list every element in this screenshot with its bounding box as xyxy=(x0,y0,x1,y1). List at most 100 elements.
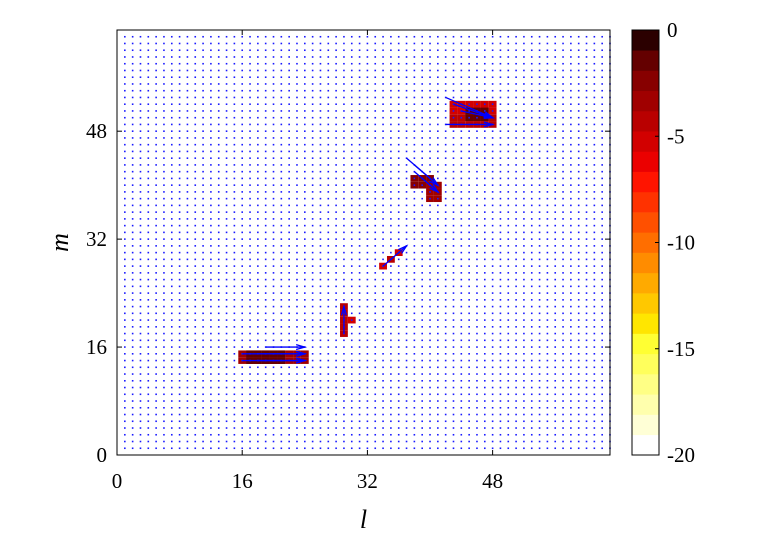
quiver-dot xyxy=(460,251,463,254)
quiver-dot xyxy=(460,35,463,38)
quiver-dot xyxy=(233,379,236,382)
quiver-dot xyxy=(413,332,416,335)
quiver-dot xyxy=(139,373,142,375)
quiver-dot xyxy=(350,103,353,106)
quiver-dot xyxy=(257,56,259,58)
quiver-dot xyxy=(343,89,345,92)
quiver-dot xyxy=(327,224,330,227)
quiver-dot xyxy=(264,379,267,382)
quiver-dot xyxy=(562,204,564,207)
quiver-dot xyxy=(272,285,275,288)
quiver-dot xyxy=(570,238,572,240)
quiver-dot xyxy=(429,319,431,321)
quiver-dot xyxy=(397,420,400,423)
quiver-dot xyxy=(327,103,330,106)
quiver-dot xyxy=(421,366,423,369)
quiver-dot xyxy=(562,265,564,267)
quiver-dot xyxy=(335,76,337,79)
quiver-dot xyxy=(515,413,517,416)
quiver-dot xyxy=(257,137,259,139)
quiver-dot xyxy=(570,224,572,227)
quiver-dot xyxy=(272,76,275,79)
quiver-dot xyxy=(382,49,384,52)
quiver-dot xyxy=(530,164,533,166)
quiver-dot xyxy=(570,177,572,180)
quiver-dot xyxy=(124,346,126,348)
quiver-dot xyxy=(264,184,267,186)
quiver-dot xyxy=(562,299,564,301)
quiver-dot xyxy=(327,400,330,402)
quiver-dot xyxy=(530,211,533,213)
quiver-dot xyxy=(288,143,290,146)
quiver-dot xyxy=(437,400,439,402)
quiver-dot xyxy=(186,400,189,402)
quiver-dot xyxy=(468,285,470,288)
quiver-dot xyxy=(147,83,150,85)
quiver-dot xyxy=(319,103,322,106)
quiver-dot xyxy=(249,35,251,38)
quiver-dot xyxy=(390,285,392,288)
quiver-dot xyxy=(444,319,447,321)
quiver-dot xyxy=(249,123,251,126)
quiver-dot xyxy=(444,62,447,65)
quiver-dot xyxy=(593,413,596,416)
quiver-dot xyxy=(217,272,220,274)
quiver-dot xyxy=(350,299,353,301)
quiver-dot xyxy=(483,420,486,423)
quiver-dot xyxy=(217,427,220,429)
quiver-dot xyxy=(304,224,306,227)
quiver-dot xyxy=(319,353,322,355)
quiver-dot xyxy=(358,413,361,416)
quiver-dot xyxy=(296,251,298,254)
quiver-dot xyxy=(194,103,197,106)
quiver-dot xyxy=(374,420,377,423)
quiver-dot xyxy=(390,116,392,119)
quiver-dot xyxy=(288,413,290,416)
quiver-dot xyxy=(155,386,157,389)
quiver-dot xyxy=(343,386,345,389)
quiver-dot xyxy=(163,164,165,166)
quiver-dot xyxy=(186,427,189,429)
quiver-dot xyxy=(311,373,314,375)
quiver-dot xyxy=(233,332,236,335)
quiver-dot xyxy=(272,400,275,402)
quiver-dot xyxy=(335,346,337,348)
quiver-dot xyxy=(233,265,236,267)
quiver-dot xyxy=(225,420,228,423)
quiver-dot xyxy=(382,265,384,267)
quiver-dot xyxy=(202,204,204,207)
quiver-dot xyxy=(515,447,517,450)
quiver-dot xyxy=(170,339,173,342)
quiver-dot xyxy=(210,76,212,79)
quiver-dot xyxy=(170,76,173,79)
quiver-dot xyxy=(170,164,173,166)
quiver-dot xyxy=(585,292,588,294)
quiver-dot xyxy=(170,440,173,443)
quiver-dot xyxy=(319,299,322,301)
quiver-dot xyxy=(343,285,345,288)
quiver-dot xyxy=(155,406,157,409)
quiver-dot xyxy=(139,420,142,423)
quiver-dot xyxy=(327,413,330,416)
quiver-dot xyxy=(585,110,588,112)
quiver-dot xyxy=(272,305,275,308)
quiver-dot xyxy=(452,359,455,362)
quiver-dot xyxy=(523,177,525,180)
quiver-dot xyxy=(491,143,494,146)
quiver-dot xyxy=(483,265,486,267)
quiver-dot xyxy=(476,83,478,85)
quiver-dot xyxy=(382,76,384,79)
quiver-dot xyxy=(178,272,181,274)
quiver-dot xyxy=(460,332,463,335)
quiver-dot xyxy=(538,393,541,396)
quiver-dot xyxy=(186,103,189,106)
quiver-dot xyxy=(397,258,400,261)
quiver-dot xyxy=(397,69,400,72)
quiver-dot xyxy=(546,62,549,65)
quiver-dot xyxy=(476,197,478,200)
quiver-dot xyxy=(499,339,502,342)
quiver-dot xyxy=(507,245,510,247)
quiver-dot xyxy=(327,123,330,126)
quiver-dot xyxy=(264,339,267,342)
quiver-dot xyxy=(538,305,541,308)
